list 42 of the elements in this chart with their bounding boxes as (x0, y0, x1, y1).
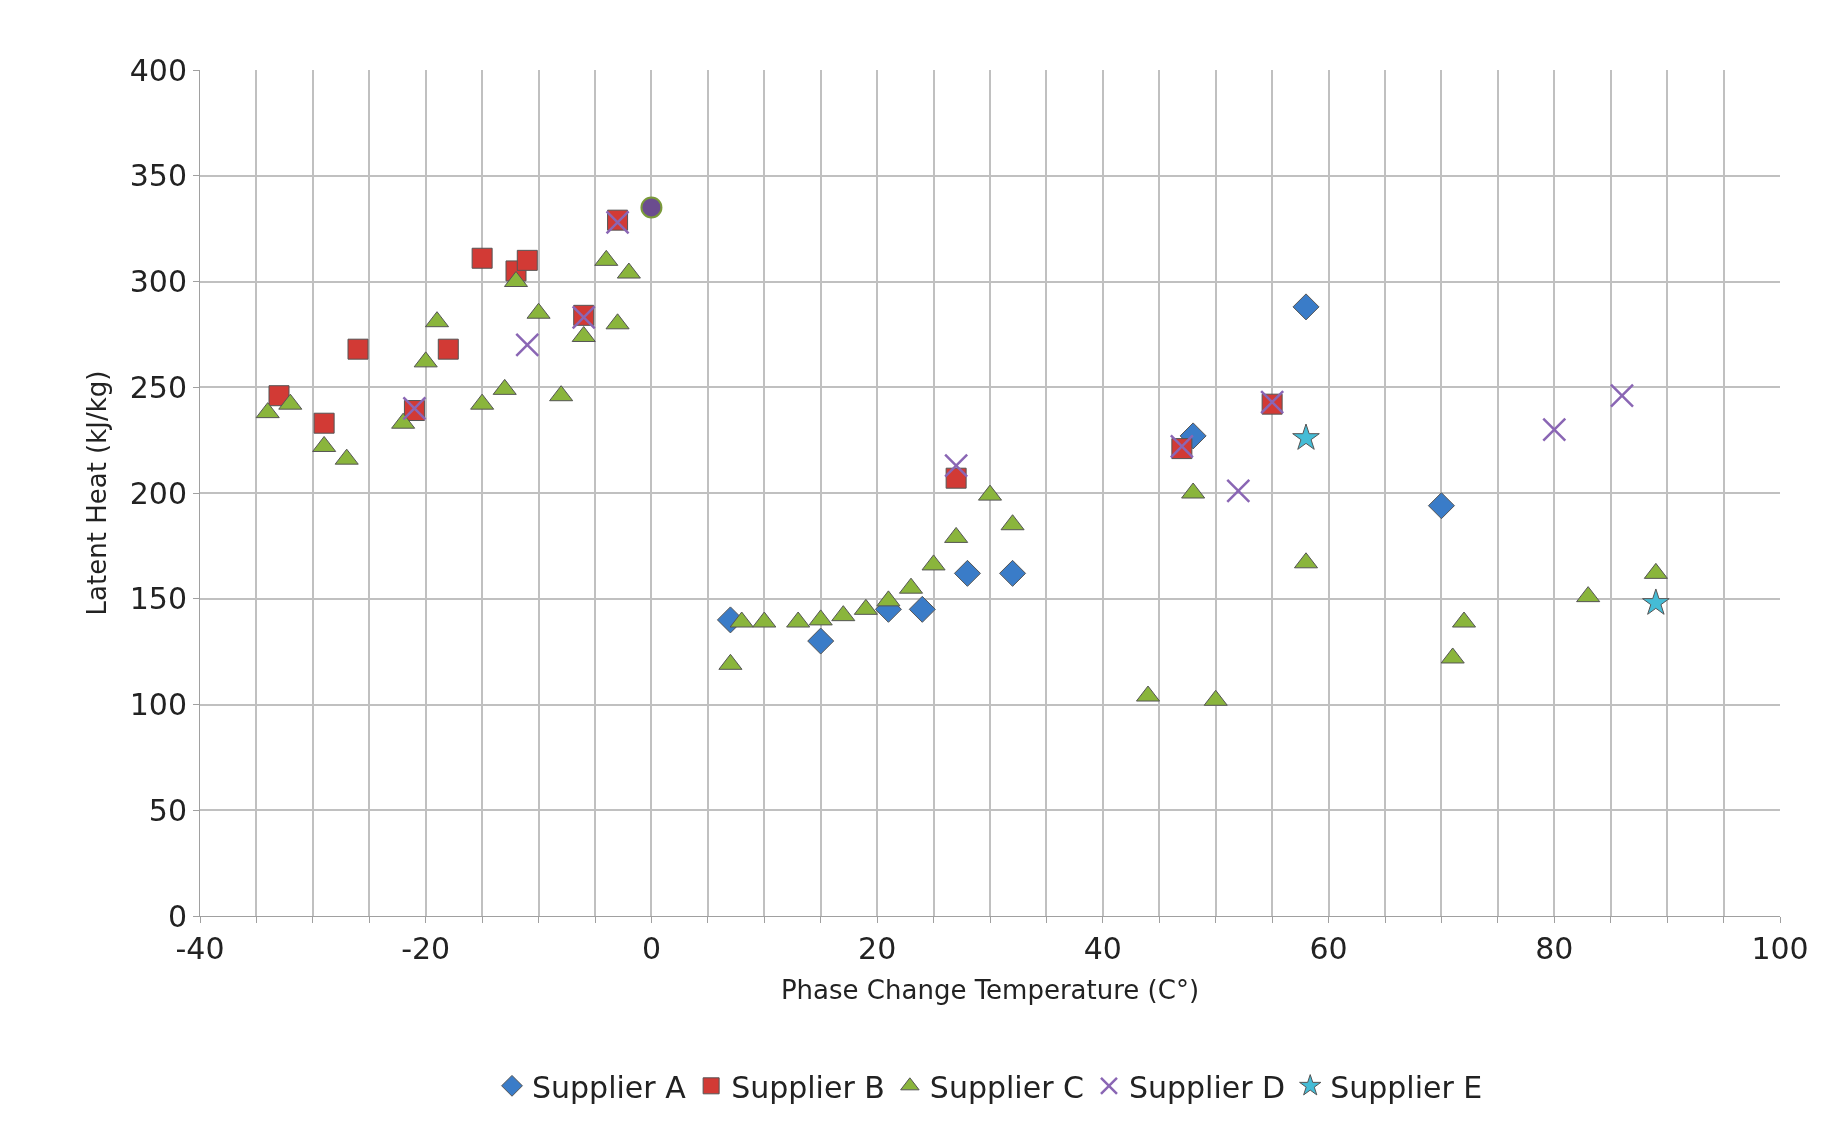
legend-label: Supplier A (532, 1069, 687, 1105)
point (1292, 293, 1320, 321)
y-axis-title: Latent Heat (kJ/kg) (82, 370, 113, 616)
point (471, 247, 493, 269)
point (1292, 423, 1320, 450)
y-tick-label: 250 (129, 369, 187, 405)
x-tick-label: 60 (1309, 931, 1348, 966)
point (1642, 588, 1670, 615)
point (347, 338, 369, 360)
y-tick-label: 300 (129, 264, 187, 299)
point (640, 196, 663, 219)
x-tick-label: 100 (1751, 931, 1809, 966)
y-tick-label: 50 (148, 792, 187, 828)
point (515, 332, 540, 358)
x-axis-title: Phase Change Temperature (C°) (780, 974, 1200, 1005)
point (516, 249, 538, 271)
y-tick-label: 200 (129, 475, 187, 511)
x-tick-label: -40 (175, 931, 225, 966)
x-tick-label: 20 (858, 931, 897, 966)
legend-label: Supplier B (731, 1069, 885, 1105)
y-tick-label: 350 (129, 158, 187, 194)
point (953, 559, 981, 587)
x-tick-label: 80 (1535, 931, 1574, 966)
x-tick-label: 0 (641, 931, 661, 966)
point (943, 453, 969, 478)
y-tick-label: 0 (167, 898, 187, 934)
point (999, 559, 1027, 587)
point (1226, 478, 1251, 504)
x-tick-label: -20 (401, 931, 451, 966)
x-tick-label: 40 (1083, 931, 1122, 966)
legend-label: Supplier D (1128, 1069, 1286, 1105)
point (1542, 417, 1567, 442)
y-tick-label: 100 (129, 687, 187, 722)
y-tick-label: 150 (129, 581, 187, 617)
legend-label: Supplier C (929, 1069, 1084, 1105)
legend-label: Supplier E (1330, 1069, 1483, 1105)
point (1609, 383, 1635, 408)
point (908, 595, 936, 623)
point (313, 412, 335, 434)
point (437, 338, 459, 360)
point (1427, 492, 1455, 520)
y-tick-label: 400 (129, 52, 187, 88)
